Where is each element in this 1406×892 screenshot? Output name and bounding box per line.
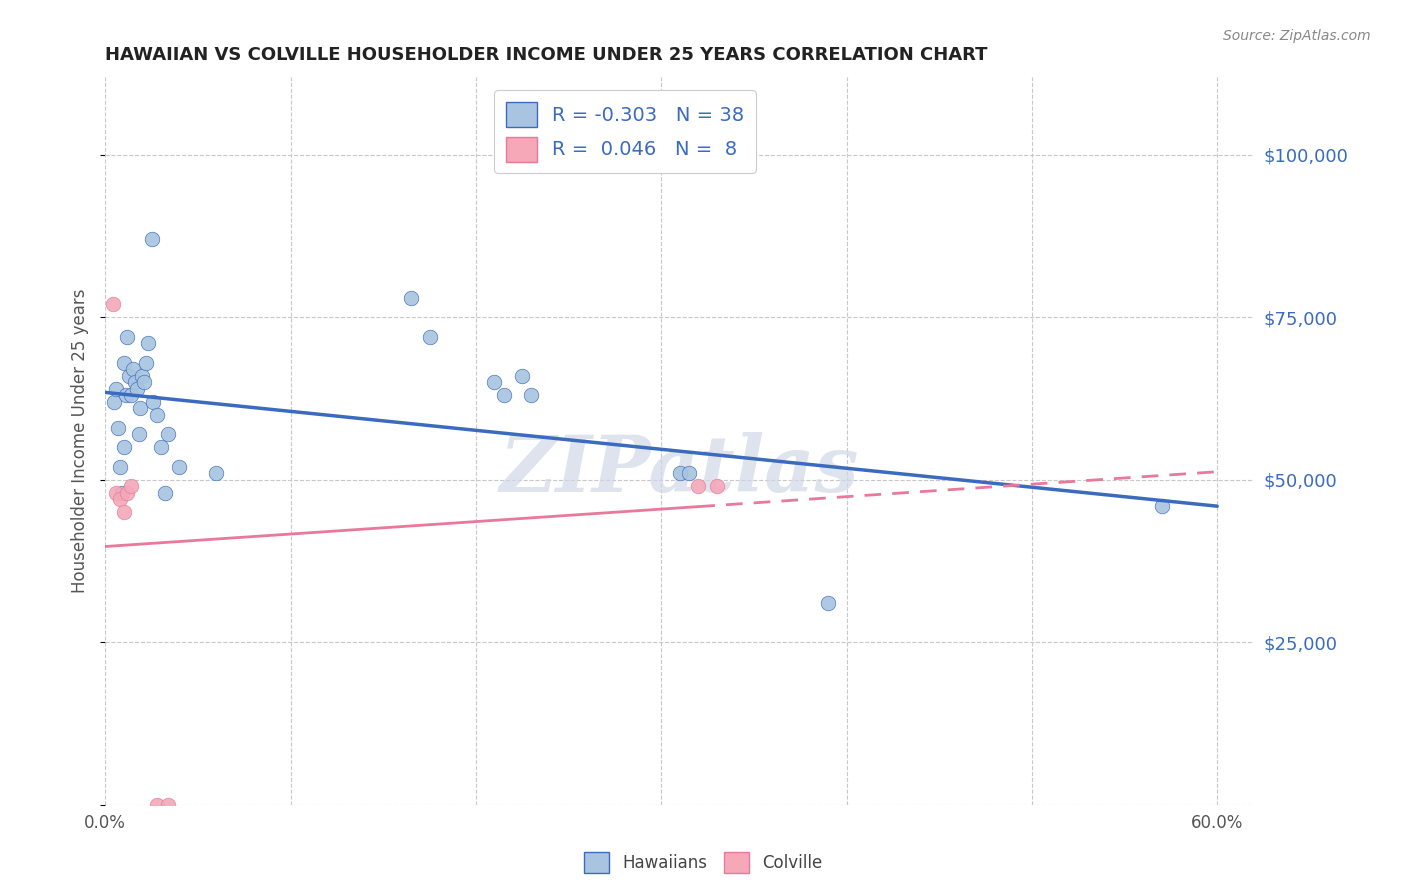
- Point: [520, 388, 543, 402]
- Point: [142, 394, 165, 409]
- Point: [105, 382, 128, 396]
- Point: [135, 356, 157, 370]
- Point: [112, 505, 135, 519]
- Point: [484, 376, 506, 390]
- Point: [678, 467, 700, 481]
- Y-axis label: Householder Income Under 25 years: Householder Income Under 25 years: [72, 288, 89, 593]
- Point: [117, 330, 139, 344]
- Point: [129, 401, 152, 416]
- Point: [125, 382, 148, 396]
- Point: [817, 596, 839, 610]
- Point: [112, 356, 135, 370]
- Point: [418, 330, 440, 344]
- Point: [105, 485, 128, 500]
- Point: [706, 479, 728, 493]
- Point: [153, 485, 176, 500]
- Point: [114, 388, 136, 402]
- Point: [134, 376, 156, 390]
- Point: [1150, 499, 1173, 513]
- Point: [122, 362, 145, 376]
- Point: [149, 440, 172, 454]
- Text: HAWAIIAN VS COLVILLE HOUSEHOLDER INCOME UNDER 25 YEARS CORRELATION CHART: HAWAIIAN VS COLVILLE HOUSEHOLDER INCOME …: [105, 46, 987, 64]
- Point: [668, 467, 690, 481]
- Point: [103, 394, 125, 409]
- Text: Source: ZipAtlas.com: Source: ZipAtlas.com: [1223, 29, 1371, 43]
- Point: [492, 388, 515, 402]
- Point: [136, 336, 159, 351]
- Point: [141, 232, 163, 246]
- Point: [205, 467, 228, 481]
- Point: [120, 388, 142, 402]
- Point: [146, 408, 169, 422]
- Point: [146, 797, 169, 812]
- Point: [112, 440, 135, 454]
- Point: [111, 485, 134, 500]
- Point: [688, 479, 710, 493]
- Point: [120, 479, 142, 493]
- Text: ZIPatlas: ZIPatlas: [501, 432, 859, 508]
- Point: [108, 459, 131, 474]
- Point: [131, 368, 153, 383]
- Point: [510, 368, 533, 383]
- Legend: R = -0.303   N = 38, R =  0.046   N =  8: R = -0.303 N = 38, R = 0.046 N = 8: [494, 90, 756, 173]
- Point: [124, 376, 146, 390]
- Point: [157, 797, 180, 812]
- Point: [101, 297, 124, 311]
- Point: [108, 492, 131, 507]
- Point: [128, 427, 150, 442]
- Point: [107, 421, 129, 435]
- Point: [399, 291, 422, 305]
- Point: [118, 368, 141, 383]
- Point: [169, 459, 191, 474]
- Legend: Hawaiians, Colville: Hawaiians, Colville: [576, 846, 830, 880]
- Point: [157, 427, 180, 442]
- Point: [117, 485, 139, 500]
